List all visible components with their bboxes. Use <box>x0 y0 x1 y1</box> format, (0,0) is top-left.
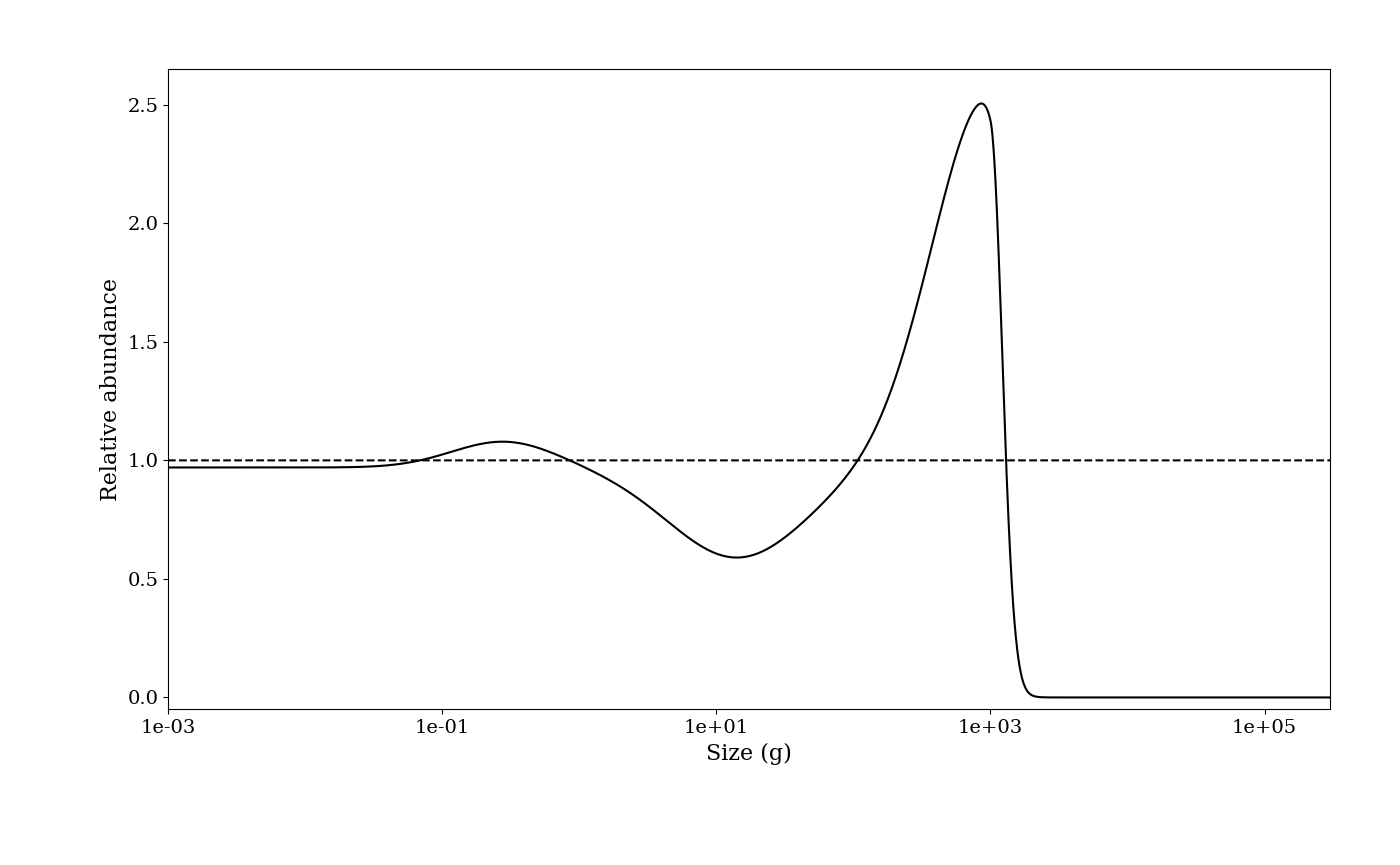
Y-axis label: Relative abundance: Relative abundance <box>99 278 122 501</box>
X-axis label: Size (g): Size (g) <box>706 742 792 765</box>
